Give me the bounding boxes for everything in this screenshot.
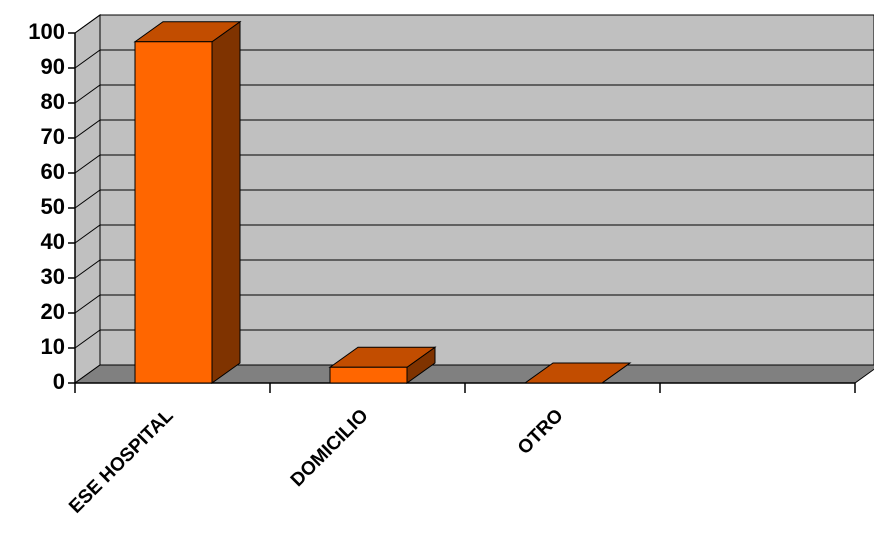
y-tick-label: 80 [41,89,65,114]
bar-side [211,20,241,384]
grid-line [74,154,874,174]
y-tick-label: 40 [41,229,65,254]
bar-top [523,362,632,384]
y-tick-label: 70 [41,124,65,149]
y-tick-label: 60 [41,159,65,184]
x-tick-label: ESE HOSPITAL [65,405,178,518]
grid-line [74,329,874,349]
x-tick-label: OTRO [514,405,568,459]
grid-line [74,259,874,279]
y-tick-label: 20 [41,299,65,324]
grid-line [74,49,874,69]
x-tick-label: DOMICILIO [287,405,373,491]
y-tick-label: 100 [28,19,65,44]
bar [134,41,213,384]
y-tick-label: 30 [41,264,65,289]
y-tick-label: 0 [53,369,65,394]
grid-line [74,294,874,314]
y-tick-label: 50 [41,194,65,219]
grid-line [74,14,874,34]
y-tick-label: 90 [41,54,65,79]
grid-line [74,224,874,244]
grid-line [74,119,874,139]
y-tick-label: 10 [41,334,65,359]
grid-line [74,189,874,209]
grid-line [74,84,874,104]
bar [329,366,408,384]
